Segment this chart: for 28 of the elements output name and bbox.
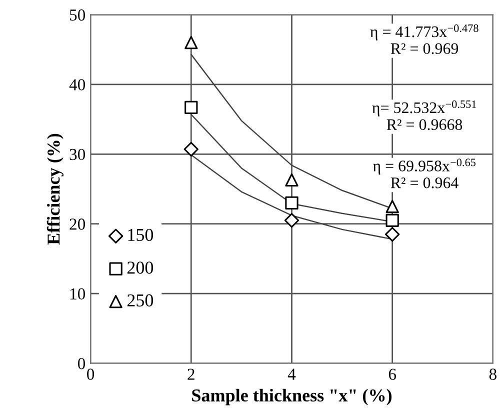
point xyxy=(284,213,300,228)
point xyxy=(285,173,298,187)
point xyxy=(184,142,198,157)
x-axis-title: Sample thickness "x" (%) xyxy=(192,388,392,406)
x-tick-label: 4 xyxy=(288,368,296,380)
x-tick-label: 8 xyxy=(489,368,496,380)
annotation: η = 69.958x$^{−0.65}$ R² = 0.964 xyxy=(372,158,476,188)
annotation: η = 41.773x$^{−0.478}$ R² = 0.969 xyxy=(370,24,478,54)
point xyxy=(384,226,400,242)
annotation: η= 52.532x$^{−0.551}$ R² = 0.9668 xyxy=(372,100,476,130)
point xyxy=(285,196,298,210)
y-tick-label: 0 xyxy=(78,358,86,370)
y-tick-label: 20 xyxy=(70,218,86,230)
point xyxy=(386,200,399,214)
point xyxy=(386,214,399,227)
legend-label: 150 xyxy=(128,228,154,242)
y-tick-label: 40 xyxy=(69,79,86,90)
x-tick-label: 2 xyxy=(188,368,194,380)
y-tick-label: 50 xyxy=(70,9,86,21)
x-tick-label: 6 xyxy=(388,368,396,380)
y-tick-label: 30 xyxy=(70,148,86,160)
point xyxy=(184,100,198,114)
y-tick-label: 10 xyxy=(70,288,86,300)
y-axis-title: Efficiency (%) xyxy=(46,134,64,245)
x-tick-label: 0 xyxy=(87,368,94,380)
legend-label: 250 xyxy=(127,294,154,306)
point xyxy=(184,36,198,50)
legend-label: 200 xyxy=(127,262,154,274)
